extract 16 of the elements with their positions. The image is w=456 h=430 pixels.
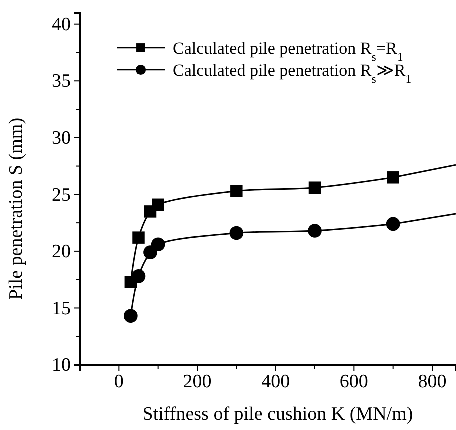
y-tick-label: 30	[52, 128, 71, 149]
x-tick-label: 200	[183, 371, 212, 392]
x-tick-label: 800	[418, 371, 447, 392]
y-tick-label: 25	[52, 184, 71, 206]
y-tick-label: 20	[52, 242, 71, 263]
x-tick-label: 0	[114, 371, 124, 392]
y-tick-label: 10	[52, 355, 71, 376]
y-tick-label: 40	[52, 14, 71, 36]
x-axis-title: Stiffness of pile cushion K (MN/m)	[142, 404, 414, 425]
y-tick-label: 35	[52, 71, 71, 92]
y-tick-label: 15	[52, 298, 71, 320]
legend-label: Calculated pile penetration R$_{s}$=R$_{1}$	[173, 39, 404, 64]
legend-label: Calculated pile penetration R$_{s}$≫R$_{1}$	[173, 61, 412, 86]
x-tick-label: 600	[340, 371, 368, 392]
y-axis-title: Pile penetration S (mm)	[6, 118, 27, 300]
x-tick-label: 400	[262, 371, 290, 392]
